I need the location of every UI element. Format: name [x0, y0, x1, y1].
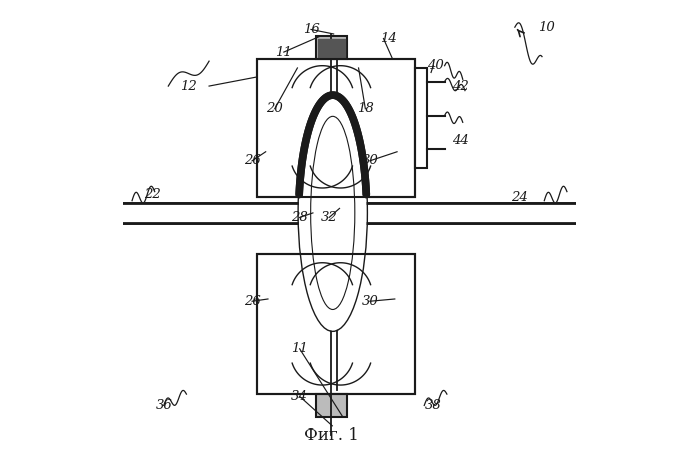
Text: 26: 26: [244, 154, 261, 167]
Text: 18: 18: [357, 102, 374, 115]
Text: 16: 16: [303, 23, 319, 36]
Text: Фиг. 1: Фиг. 1: [304, 427, 359, 444]
Text: 11: 11: [275, 46, 292, 58]
Text: 24: 24: [511, 191, 528, 203]
Bar: [257, 59, 415, 197]
Text: 30: 30: [361, 154, 378, 167]
Text: 12: 12: [180, 80, 197, 92]
Text: 42: 42: [452, 80, 469, 92]
Bar: [257, 254, 415, 394]
Text: 32: 32: [321, 211, 338, 224]
Text: 28: 28: [291, 211, 308, 224]
Bar: [315, 394, 347, 417]
Text: 36: 36: [155, 399, 172, 412]
Text: 11: 11: [291, 342, 308, 355]
Bar: [257, 254, 415, 394]
Bar: [415, 68, 426, 168]
Ellipse shape: [298, 95, 367, 331]
Text: 22: 22: [144, 188, 161, 201]
Text: 30: 30: [361, 295, 378, 308]
Bar: [315, 36, 347, 59]
Text: 20: 20: [266, 102, 283, 115]
Text: 38: 38: [425, 399, 442, 412]
Text: 44: 44: [452, 134, 469, 147]
Text: 10: 10: [538, 21, 555, 34]
Text: 34: 34: [291, 390, 308, 403]
Text: 26: 26: [244, 295, 261, 308]
Text: 40: 40: [427, 59, 444, 72]
Text: 14: 14: [380, 32, 396, 45]
Bar: [257, 59, 415, 197]
